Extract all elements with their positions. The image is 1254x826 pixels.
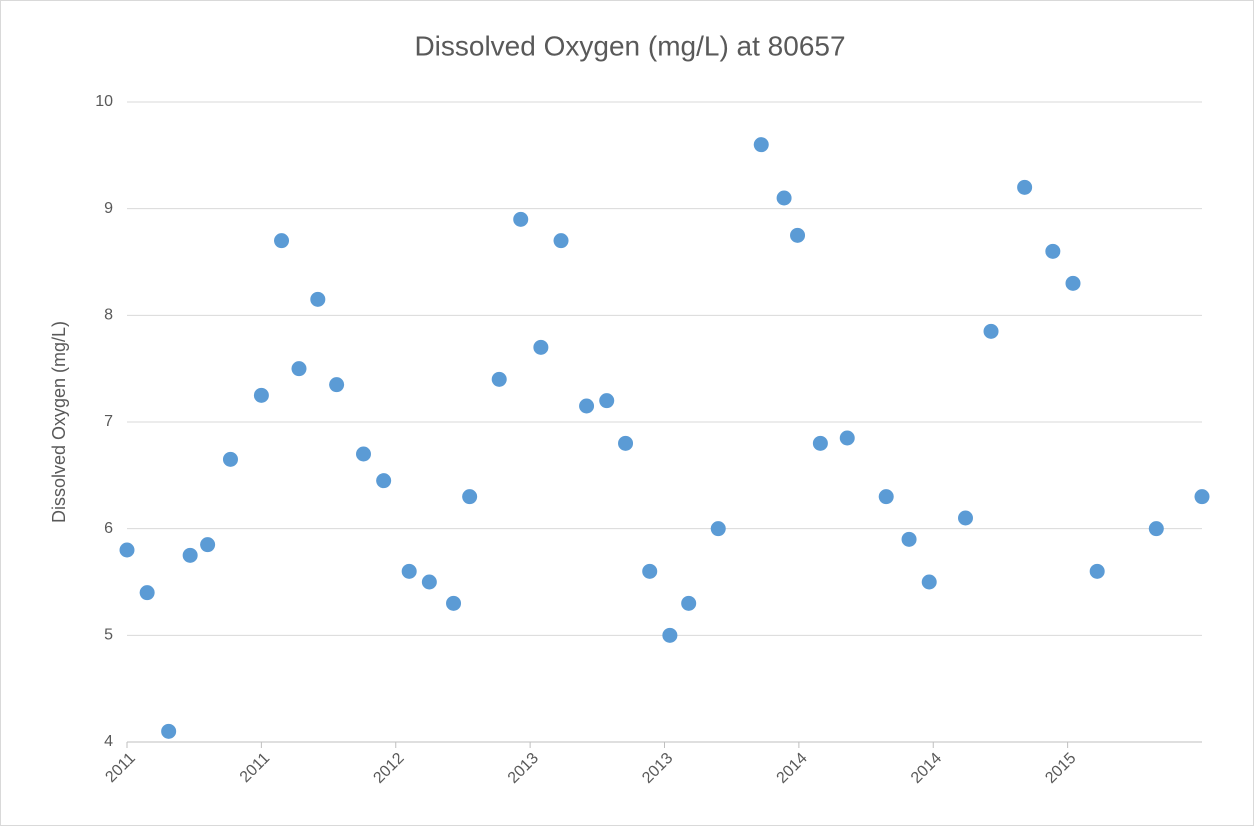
point: [983, 323, 999, 339]
y-axis-label: Dissolved Oxygen (mg/L): [49, 321, 69, 523]
point: [1089, 563, 1105, 579]
point: [139, 585, 155, 601]
point: [681, 595, 697, 611]
point: [533, 339, 549, 355]
y-tick-label: 4: [104, 733, 113, 750]
point: [119, 542, 135, 558]
point: [710, 521, 726, 537]
point: [376, 473, 392, 489]
point: [878, 489, 894, 505]
point: [839, 430, 855, 446]
point: [462, 489, 478, 505]
point: [958, 510, 973, 526]
point: [753, 137, 769, 153]
point: [274, 233, 290, 249]
y-tick-label: 8: [104, 307, 113, 324]
point: [182, 547, 198, 563]
point: [618, 435, 634, 451]
point: [790, 227, 806, 243]
point: [329, 377, 345, 393]
point: [662, 627, 678, 643]
point: [901, 531, 917, 547]
point: [776, 190, 792, 206]
y-tick-label: 6: [104, 520, 113, 537]
point: [579, 398, 595, 414]
point: [553, 233, 569, 249]
point: [253, 387, 269, 403]
point: [1045, 243, 1061, 259]
point: [1017, 179, 1033, 195]
point: [200, 537, 216, 553]
point: [491, 371, 507, 387]
point: [222, 451, 238, 467]
y-tick-label: 9: [104, 200, 113, 217]
point: [446, 595, 462, 611]
point: [812, 435, 828, 451]
point: [1194, 489, 1210, 505]
point: [161, 723, 177, 739]
y-tick-label: 10: [95, 93, 113, 110]
point: [310, 291, 326, 307]
y-tick-label: 7: [104, 413, 113, 430]
y-tick-label: 5: [104, 627, 113, 644]
point: [1148, 521, 1164, 537]
point: [356, 446, 371, 462]
chart-title: Dissolved Oxygen (mg/L) at 80657: [414, 30, 845, 61]
point: [599, 393, 615, 409]
point: [513, 211, 529, 227]
point: [642, 563, 658, 579]
point: [401, 563, 417, 579]
point: [291, 361, 307, 377]
point: [921, 574, 937, 590]
point: [421, 574, 437, 590]
point: [1065, 275, 1081, 291]
